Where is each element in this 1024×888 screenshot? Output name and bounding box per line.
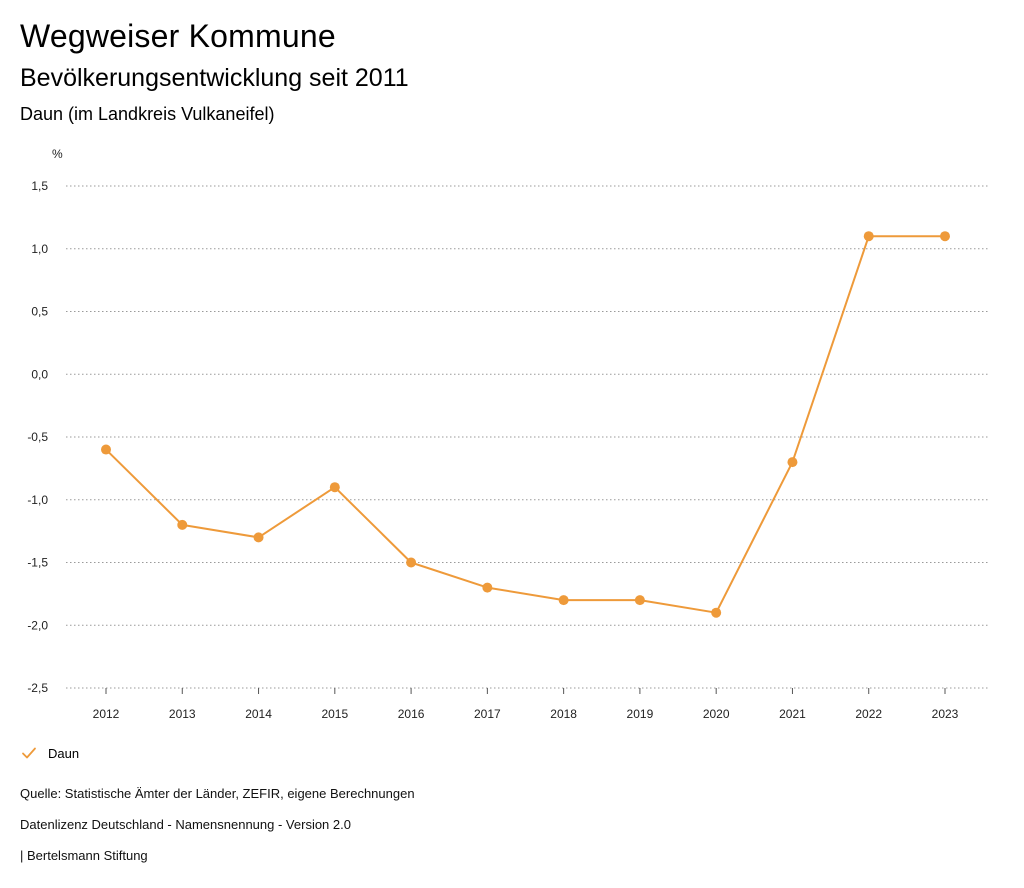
x-tick-label: 2020 (703, 707, 730, 721)
y-tick-label: 0,5 (31, 305, 48, 319)
x-tick-label: 2013 (169, 707, 196, 721)
data-point (329, 482, 340, 493)
credit-note: | Bertelsmann Stiftung (20, 848, 148, 863)
x-tick-label: 2021 (779, 707, 806, 721)
y-tick-label: 1,0 (31, 242, 48, 256)
data-point (940, 231, 950, 242)
line-chart: % 1,5 1,0 0,5 0,0 -0,5 -1,0 -1,5 -2,0 -2,5 2012 201… (27, 147, 990, 721)
axis-layer: % 1,5 1,0 0,5 0,0 -0,5 -1,0 -1,5 -2,0 -2,5 2012 201… (27, 147, 958, 721)
x-tick-label: 2012 (93, 707, 120, 721)
y-tick-label: -2,5 (27, 681, 48, 695)
data-point (634, 595, 645, 606)
y-tick-label: 0,0 (31, 367, 48, 381)
y-tick-label: -2,0 (27, 618, 48, 632)
data-point (787, 457, 798, 468)
page-title: Wegweiser Kommune (20, 18, 336, 54)
data-point (711, 607, 722, 618)
x-tick-label: 2017 (474, 707, 501, 721)
chart-subtitle: Bevölkerungsentwicklung seit 2011 (20, 64, 409, 92)
series-line-daun (105, 235, 945, 614)
legend-label: Daun (48, 745, 80, 761)
region-label: Daun (im Landkreis Vulkaneifel) (20, 104, 275, 124)
series-layer (101, 231, 950, 618)
x-tick-label: 2018 (550, 707, 577, 721)
legend-check-icon (22, 747, 36, 759)
x-tick-label: 2022 (855, 707, 882, 721)
grid-layer (66, 185, 990, 689)
x-tick-label: 2016 (398, 707, 425, 721)
source-note: Quelle: Statistische Ämter der Länder, Z… (20, 786, 415, 801)
y-tick-label: 1,5 (31, 179, 48, 193)
y-axis-label: % (52, 147, 63, 161)
data-point (482, 582, 493, 593)
x-tick-label: 2023 (932, 707, 959, 721)
data-point (253, 532, 264, 543)
data-point (177, 519, 188, 530)
data-point (406, 557, 417, 568)
y-tick-label: -0,5 (27, 430, 48, 444)
y-tick-label: -1,5 (27, 556, 48, 570)
x-tick-label: 2015 (321, 707, 348, 721)
y-tick-label: -1,0 (27, 493, 48, 507)
x-tick-label: 2014 (245, 707, 272, 721)
x-tick-label: 2019 (627, 707, 654, 721)
data-point (558, 595, 569, 606)
license-note: Datenlizenz Deutschland - Namensnennung … (20, 817, 351, 832)
legend[interactable]: Daun (20, 744, 79, 762)
data-point (101, 444, 111, 455)
data-point (863, 231, 874, 242)
